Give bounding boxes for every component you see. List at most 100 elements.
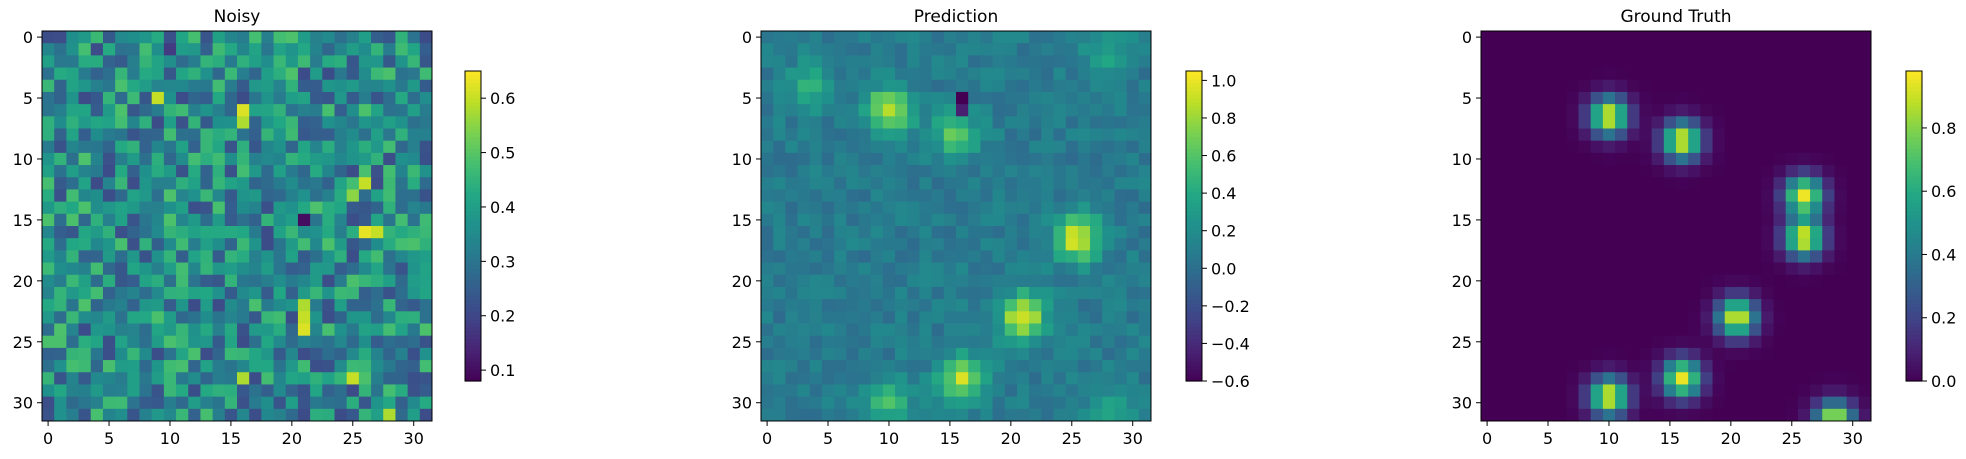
heatmap-cell xyxy=(809,177,823,190)
heatmap-cell xyxy=(115,79,128,93)
heatmap-cell xyxy=(273,347,287,361)
heatmap-cell xyxy=(785,140,799,154)
heatmap-cell xyxy=(90,104,104,117)
heatmap-cell xyxy=(797,91,811,105)
heatmap-cell xyxy=(1700,286,1714,300)
heatmap-cell xyxy=(346,360,360,373)
heatmap-cell xyxy=(54,189,67,203)
heatmap-cell xyxy=(54,104,67,117)
heatmap-cell xyxy=(1602,152,1616,166)
heatmap-cell xyxy=(371,43,384,56)
heatmap-cell xyxy=(163,274,177,288)
y-tick-label: 25 xyxy=(13,333,33,352)
heatmap-cell xyxy=(1761,286,1774,300)
heatmap-cell xyxy=(310,43,323,56)
heatmap-cell xyxy=(1663,311,1677,324)
heatmap-cell xyxy=(1810,177,1823,190)
heatmap-cell xyxy=(1505,360,1519,373)
heatmap-cell xyxy=(346,372,360,385)
colorbar-segment xyxy=(1186,113,1202,119)
heatmap-cell xyxy=(151,31,165,44)
heatmap-cell xyxy=(773,372,786,385)
heatmap-cell xyxy=(1529,152,1543,166)
heatmap-cell xyxy=(1090,286,1103,300)
heatmap-cell xyxy=(1138,177,1152,190)
heatmap-cell xyxy=(1102,250,1115,264)
heatmap-cell xyxy=(1138,152,1152,166)
heatmap-cell xyxy=(1102,55,1115,69)
heatmap-cell xyxy=(773,43,786,56)
heatmap-cell xyxy=(249,67,262,81)
heatmap-cell xyxy=(1053,104,1067,117)
heatmap-cell xyxy=(1138,189,1152,203)
heatmap-cell xyxy=(1590,43,1604,56)
heatmap-cell xyxy=(1529,140,1543,154)
heatmap-cell xyxy=(1810,286,1823,300)
heatmap-cell xyxy=(1053,128,1067,142)
heatmap-cell xyxy=(1126,55,1140,69)
heatmap-cell xyxy=(54,152,67,166)
heatmap-cell xyxy=(1481,177,1494,190)
heatmap-cell xyxy=(383,213,396,227)
heatmap-cell xyxy=(870,79,884,93)
heatmap-cell xyxy=(54,140,67,154)
heatmap-cell xyxy=(1651,262,1665,276)
heatmap-cell xyxy=(1016,323,1030,337)
heatmap-cell xyxy=(992,91,1006,105)
heatmap-cell xyxy=(1090,55,1103,69)
heatmap-cell xyxy=(1663,140,1677,154)
heatmap-cell xyxy=(200,43,214,56)
heatmap-cell xyxy=(1761,116,1774,129)
heatmap-cell xyxy=(297,384,311,398)
heatmap-cell xyxy=(1554,360,1567,373)
heatmap-cell xyxy=(1688,177,1701,190)
heatmap-cell xyxy=(151,299,165,312)
heatmap-cell xyxy=(261,299,275,312)
heatmap-cell xyxy=(358,43,372,56)
heatmap-cell xyxy=(188,116,201,129)
heatmap-cell xyxy=(1785,213,1799,227)
heatmap-cell xyxy=(1578,384,1592,398)
heatmap-cell xyxy=(895,360,908,373)
heatmap-cell xyxy=(1590,79,1604,93)
heatmap-cell xyxy=(785,323,799,337)
heatmap-cell xyxy=(1065,286,1079,300)
colorbar-segment xyxy=(1906,330,1922,336)
heatmap-cell xyxy=(980,311,994,324)
heatmap-cell xyxy=(200,128,214,142)
heatmap-cell xyxy=(285,43,299,56)
heatmap-cell xyxy=(931,347,945,361)
heatmap-cell xyxy=(1090,299,1103,312)
heatmap-cell xyxy=(1858,67,1872,81)
heatmap-cell xyxy=(895,43,908,56)
heatmap-cell xyxy=(371,177,384,190)
heatmap-cell xyxy=(224,335,238,349)
heatmap-cell xyxy=(968,274,981,288)
heatmap-cell xyxy=(54,79,67,93)
heatmap-cell xyxy=(395,396,409,410)
heatmap-cell xyxy=(1077,286,1091,300)
heatmap-cell xyxy=(1529,165,1543,178)
heatmap-cell xyxy=(102,43,116,56)
heatmap-cell xyxy=(1114,226,1128,239)
heatmap-cell xyxy=(1004,91,1018,105)
heatmap-cell xyxy=(1749,116,1762,129)
heatmap-cell xyxy=(1505,335,1519,349)
heatmap-cell xyxy=(992,152,1006,166)
heatmap-cell xyxy=(310,262,323,276)
heatmap-cell xyxy=(1749,396,1762,410)
heatmap-cell xyxy=(907,408,920,422)
heatmap-cell xyxy=(371,189,384,203)
heatmap-cell xyxy=(1688,152,1701,166)
heatmap-cell xyxy=(1651,91,1665,105)
heatmap-cell xyxy=(1529,79,1543,93)
heatmap-cell xyxy=(992,128,1006,142)
heatmap-cell xyxy=(821,165,835,178)
heatmap-cell xyxy=(1566,43,1579,56)
heatmap-cell xyxy=(882,372,896,385)
heatmap-cell xyxy=(968,177,981,190)
heatmap-cell xyxy=(176,189,189,203)
heatmap-cell xyxy=(297,140,311,154)
colorbar-segment xyxy=(1186,102,1202,107)
heatmap-cell xyxy=(310,128,323,142)
